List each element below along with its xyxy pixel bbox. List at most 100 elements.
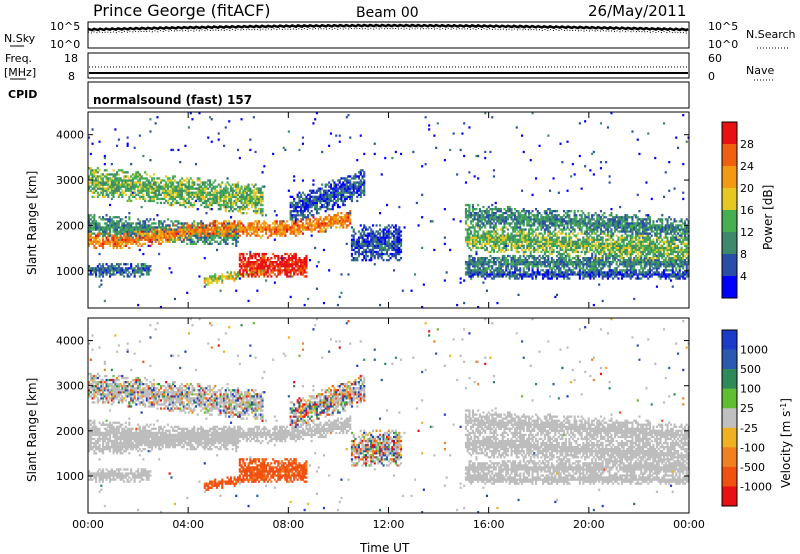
power-cell [494, 273, 497, 276]
power-cell [186, 291, 189, 294]
power-cell [133, 181, 136, 184]
power-cell [552, 216, 555, 219]
power-cell [359, 252, 362, 256]
power-cell [273, 224, 276, 227]
power-cell [391, 252, 394, 256]
power-cell [172, 183, 175, 186]
power-cell [421, 193, 424, 196]
power-cell [398, 248, 401, 252]
power-cell [503, 244, 506, 247]
power-cell [144, 269, 147, 272]
power-cell [522, 269, 525, 272]
power-cell [279, 267, 282, 270]
power-cell [145, 234, 148, 237]
power-cell [247, 203, 250, 207]
power-cell [536, 267, 539, 270]
power-cell [389, 232, 392, 235]
power-cell [256, 203, 259, 207]
power-cell [186, 230, 189, 233]
power-cell [235, 203, 238, 207]
search-noise-line [87, 27, 689, 34]
power-cell [291, 224, 294, 227]
power-cell [89, 230, 92, 233]
power-cell [231, 236, 234, 239]
power-cell [159, 232, 162, 235]
power-cell [207, 228, 210, 231]
power-cell [464, 212, 467, 215]
power-cell [477, 263, 480, 266]
power-cell [137, 191, 140, 194]
power-cell [107, 179, 110, 182]
power-cell [322, 230, 325, 233]
power-cell [328, 189, 331, 192]
power-cell [492, 220, 495, 223]
power-cell [475, 230, 478, 233]
power-cell [296, 263, 299, 266]
power-cell [499, 214, 502, 217]
power-cell [124, 193, 127, 196]
power-cell [492, 250, 495, 254]
power-cell [298, 205, 301, 209]
power-cell [100, 181, 103, 184]
power-cell [296, 212, 299, 215]
power-cell [103, 218, 106, 221]
power-cell [522, 240, 525, 243]
power-cell [182, 240, 185, 243]
power-cell [224, 226, 227, 229]
power-cell [540, 216, 543, 219]
power-cell [200, 195, 203, 198]
power-cell [559, 273, 562, 276]
power-cell [315, 189, 318, 192]
power-cell [508, 273, 511, 276]
power-cell [492, 271, 495, 274]
cpid-panel-frame [87, 81, 690, 109]
power-cell [308, 197, 311, 201]
power-cell [531, 238, 534, 241]
power-cell [137, 173, 140, 176]
power-cell [124, 228, 127, 231]
power-cell [193, 230, 196, 233]
power-cell [531, 214, 534, 217]
power-cell [109, 228, 112, 231]
power-cell [131, 179, 134, 182]
power-cell [205, 236, 208, 239]
power-cell [91, 242, 94, 245]
power-cell [110, 185, 113, 188]
power-cell [359, 193, 362, 196]
power-cell [508, 240, 511, 243]
power-cell [396, 236, 399, 239]
power-cell [482, 224, 485, 227]
power-cell [259, 191, 262, 194]
power-cell [200, 185, 203, 188]
power-cell [151, 226, 154, 229]
power-cell [340, 199, 343, 203]
power-cell [279, 220, 282, 223]
power-cell [98, 263, 101, 266]
power-cell [321, 205, 324, 209]
power-cell [379, 244, 382, 247]
power-cell [335, 218, 338, 221]
power-cell [277, 224, 280, 227]
power-cell [102, 216, 105, 219]
power-cell [382, 232, 385, 235]
power-cell [517, 246, 520, 250]
power-cell [552, 248, 555, 252]
power-cell [254, 220, 257, 223]
power-cell [88, 244, 91, 247]
power-cell [308, 193, 311, 196]
power-cell [261, 199, 264, 203]
power-cell [196, 197, 199, 201]
power-cell [207, 277, 210, 280]
power-cell [109, 271, 112, 274]
power-cell [114, 222, 117, 225]
power-cell [533, 222, 536, 225]
power-cell [109, 240, 112, 243]
power-cell [216, 191, 219, 194]
power-cell [228, 201, 231, 205]
power-cell [552, 218, 555, 221]
power-cell [89, 234, 92, 237]
power-cell [296, 222, 299, 225]
power-cell [505, 222, 508, 225]
power-cell [114, 265, 117, 268]
power-cell [521, 218, 524, 221]
